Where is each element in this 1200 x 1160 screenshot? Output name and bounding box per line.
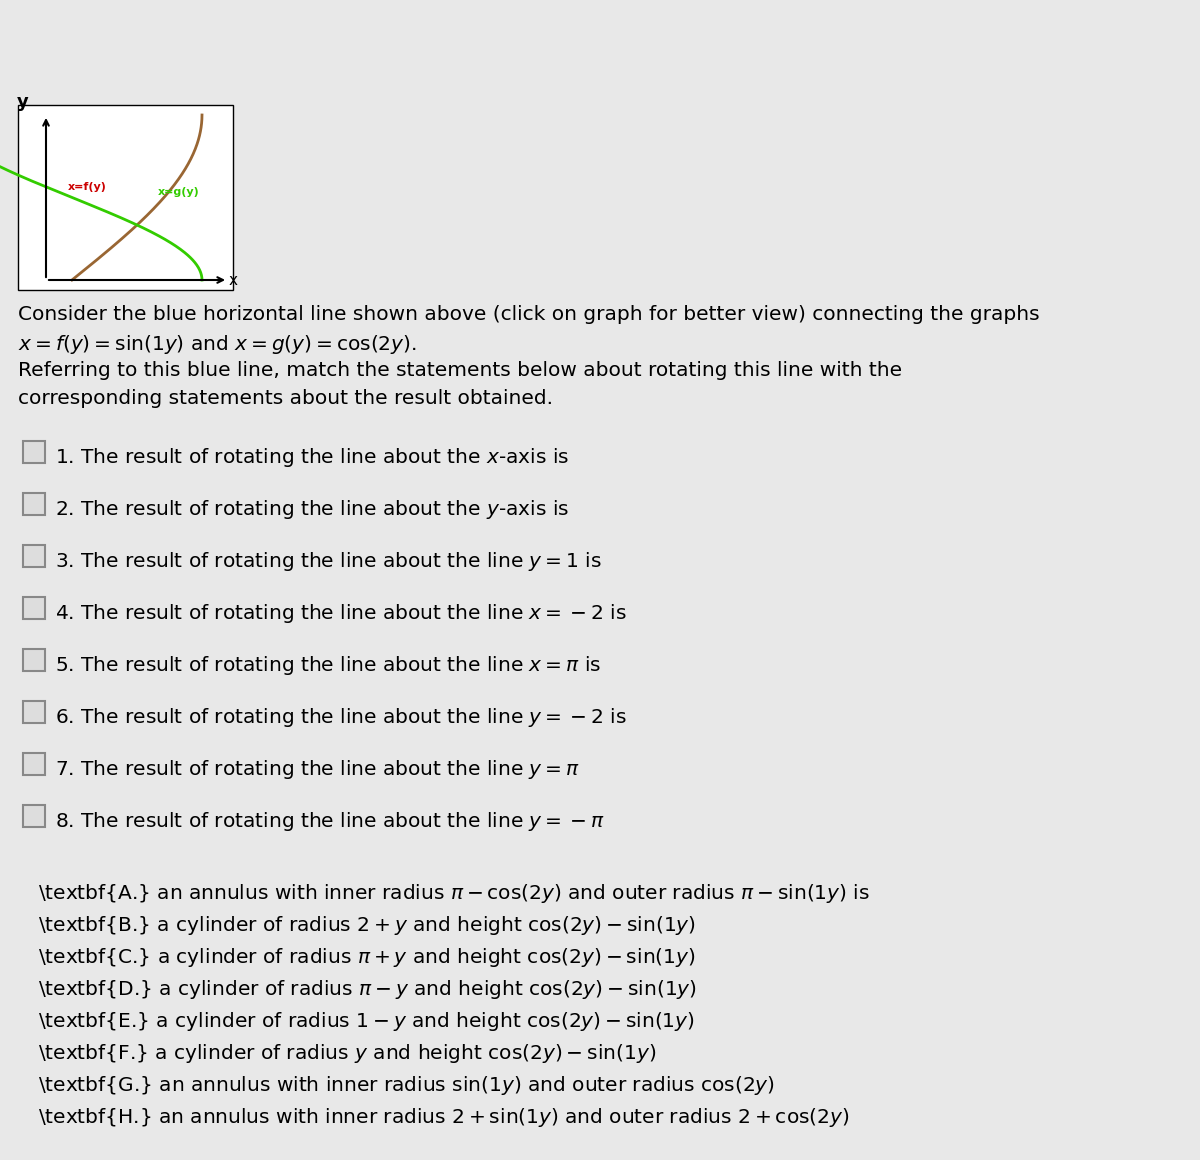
Text: \textbf{G.} an annulus with inner radius $\sin(1y)$ and outer radius $\cos(2y)$: \textbf{G.} an annulus with inner radius… xyxy=(38,1074,775,1097)
Text: 7. The result of rotating the line about the line $y = \pi$: 7. The result of rotating the line about… xyxy=(55,757,580,781)
FancyBboxPatch shape xyxy=(18,106,233,290)
Text: \textbf{C.} a cylinder of radius $\pi + y$ and height $\cos(2y) - \sin(1y)$: \textbf{C.} a cylinder of radius $\pi + … xyxy=(38,947,696,969)
Text: 4. The result of rotating the line about the line $x = -2$ is: 4. The result of rotating the line about… xyxy=(55,602,626,625)
Text: \textbf{A.} an annulus with inner radius $\pi - \cos(2y)$ and outer radius $\pi : \textbf{A.} an annulus with inner radius… xyxy=(38,882,870,905)
Text: \textbf{E.} a cylinder of radius $1 - y$ and height $\cos(2y) - \sin(1y)$: \textbf{E.} a cylinder of radius $1 - y$… xyxy=(38,1010,695,1034)
Text: 5. The result of rotating the line about the line $x = \pi$ is: 5. The result of rotating the line about… xyxy=(55,654,601,677)
FancyBboxPatch shape xyxy=(23,545,46,567)
Text: 1. The result of rotating the line about the $x$-axis is: 1. The result of rotating the line about… xyxy=(55,445,569,469)
FancyBboxPatch shape xyxy=(23,597,46,619)
Text: \textbf{B.} a cylinder of radius $2 + y$ and height $\cos(2y) - \sin(1y)$: \textbf{B.} a cylinder of radius $2 + y$… xyxy=(38,914,696,937)
Text: y: y xyxy=(17,93,29,111)
Text: x=g(y): x=g(y) xyxy=(158,187,199,197)
FancyBboxPatch shape xyxy=(23,441,46,463)
Text: Referring to this blue line, match the statements below about rotating this line: Referring to this blue line, match the s… xyxy=(18,361,902,380)
Text: 6. The result of rotating the line about the line $y = -2$ is: 6. The result of rotating the line about… xyxy=(55,706,626,728)
Text: 3. The result of rotating the line about the line $y = 1$ is: 3. The result of rotating the line about… xyxy=(55,550,602,573)
Text: 8. The result of rotating the line about the line $y = -\pi$: 8. The result of rotating the line about… xyxy=(55,810,605,833)
Text: \textbf{H.} an annulus with inner radius $2 + \sin(1y)$ and outer radius $2 + \c: \textbf{H.} an annulus with inner radius… xyxy=(38,1105,850,1129)
Text: \textbf{D.} a cylinder of radius $\pi - y$ and height $\cos(2y) - \sin(1y)$: \textbf{D.} a cylinder of radius $\pi - … xyxy=(38,978,697,1001)
Text: 2. The result of rotating the line about the $y$-axis is: 2. The result of rotating the line about… xyxy=(55,498,569,521)
Text: \textbf{F.} a cylinder of radius $y$ and height $\cos(2y) - \sin(1y)$: \textbf{F.} a cylinder of radius $y$ and… xyxy=(38,1042,656,1065)
Text: x=f(y): x=f(y) xyxy=(68,182,107,193)
FancyBboxPatch shape xyxy=(23,493,46,515)
FancyBboxPatch shape xyxy=(23,701,46,723)
FancyBboxPatch shape xyxy=(23,805,46,827)
FancyBboxPatch shape xyxy=(23,753,46,775)
Text: x: x xyxy=(228,273,238,288)
Text: Consider the blue horizontal line shown above (click on graph for better view) c: Consider the blue horizontal line shown … xyxy=(18,305,1039,324)
FancyBboxPatch shape xyxy=(23,648,46,670)
Text: corresponding statements about the result obtained.: corresponding statements about the resul… xyxy=(18,389,553,408)
Text: $x = f(y) = \sin(1y)$ and $x = g(y) = \cos(2y)$.: $x = f(y) = \sin(1y)$ and $x = g(y) = \c… xyxy=(18,333,416,356)
